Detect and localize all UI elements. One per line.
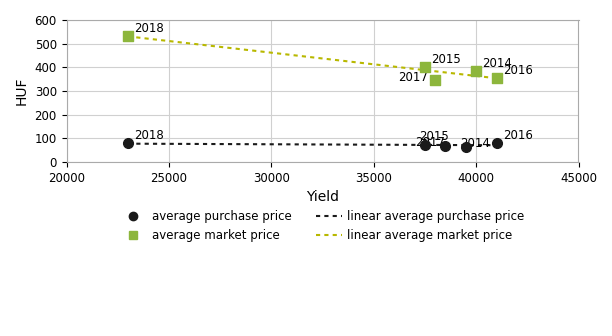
Point [123, 141, 133, 146]
Point [471, 68, 481, 74]
Text: 2014: 2014 [460, 137, 490, 150]
Y-axis label: HUF: HUF [15, 77, 29, 105]
Point [123, 33, 133, 39]
Text: 2015: 2015 [431, 53, 461, 66]
Text: 2017: 2017 [398, 71, 428, 84]
Point [491, 76, 501, 81]
Point [430, 77, 440, 82]
Text: 2016: 2016 [502, 64, 532, 77]
Point [420, 65, 430, 70]
Point [420, 142, 430, 147]
Text: 2016: 2016 [502, 129, 532, 142]
Text: 2015: 2015 [419, 130, 449, 143]
Point [491, 140, 501, 146]
X-axis label: Yield: Yield [306, 190, 339, 204]
Text: 2017: 2017 [415, 136, 444, 149]
Point [461, 144, 471, 150]
Legend: average purchase price, average market price, linear average purchase price, lin: average purchase price, average market p… [121, 210, 524, 242]
Text: 2018: 2018 [134, 22, 164, 35]
Point [441, 143, 450, 149]
Text: 2014: 2014 [482, 57, 512, 70]
Text: 2018: 2018 [134, 129, 164, 142]
